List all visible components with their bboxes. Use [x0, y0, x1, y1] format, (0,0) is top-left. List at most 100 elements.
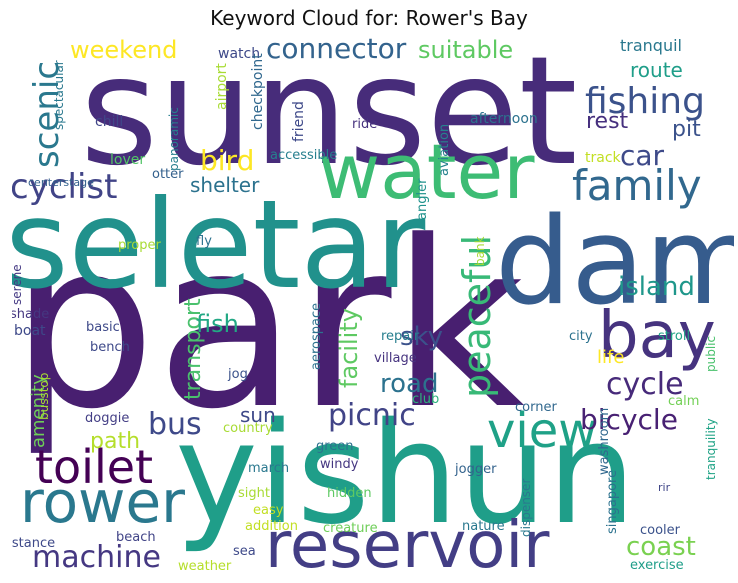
keyword-march: march: [248, 461, 289, 476]
keyword-cooler: cooler: [640, 523, 681, 538]
keyword-airport: airport: [214, 63, 230, 110]
keyword-weekend: weekend: [70, 37, 177, 64]
keyword-otter: otter: [152, 167, 184, 182]
keyword-beach: beach: [116, 530, 156, 545]
keyword-rir: rir: [658, 481, 671, 494]
keyword-city: city: [569, 329, 593, 344]
keyword-sky: sky: [400, 322, 443, 352]
keyword-sight: sight: [238, 486, 270, 501]
keyword-reservoir: reservoir: [265, 509, 550, 577]
keyword-creature: creature: [323, 521, 378, 536]
keyword-rest: rest: [586, 109, 629, 134]
keyword-fly: fly: [196, 234, 212, 249]
keyword-centerstage: centerstage: [28, 176, 94, 189]
keyword-basic: basic: [86, 320, 120, 335]
keyword-addition: addition: [245, 519, 298, 534]
page-title: Keyword Cloud for: Rower's Bay: [210, 6, 528, 30]
keyword-aerospace: aerospace: [309, 303, 324, 370]
keyword-life: life: [597, 347, 624, 368]
keyword-bicycle: bicycle: [580, 403, 678, 436]
keyword-family: family: [572, 161, 702, 210]
keyword-toilet: toilet: [35, 440, 153, 494]
keyword-serene: serene: [12, 264, 24, 305]
keyword-windy: windy: [320, 457, 359, 472]
keyword-coast: coast: [626, 532, 696, 562]
keyword-nature: nature: [462, 519, 505, 534]
keyword-rower: rower: [20, 468, 185, 536]
keyword-washroom: washroom: [597, 408, 612, 475]
keyword-sea: sea: [233, 544, 256, 559]
keyword-jog: jog: [227, 367, 248, 382]
keyword-pit: pit: [672, 117, 701, 142]
keyword-bench: bench: [90, 340, 130, 355]
keyword-stroll: stroll: [658, 329, 690, 344]
keyword-bus: bus: [148, 407, 202, 442]
keyword-park: park: [12, 193, 525, 460]
keyword-shade: shade: [12, 307, 49, 322]
keyword-public: public: [704, 336, 718, 372]
keyword-dam: dam: [495, 193, 734, 332]
keyword-picnic: picnic: [328, 398, 416, 433]
keyword-connector: connector: [266, 37, 407, 65]
keyword-repair: repair: [381, 329, 420, 344]
keyword-fish: fish: [196, 310, 239, 338]
keyword-tranquil: tranquil: [620, 37, 682, 55]
keyword-country: country: [223, 421, 273, 436]
keyword-checkpoint: checkpoint: [250, 53, 266, 130]
keyword-jogger: jogger: [454, 462, 497, 477]
keyword-island: island: [618, 272, 695, 302]
keyword-bay: bay: [598, 299, 716, 373]
keyword-car: car: [620, 139, 665, 172]
keyword-spectacular: spectacular: [52, 60, 66, 130]
keyword-afternoon: afternoon: [470, 111, 538, 127]
keyword-road: road: [380, 369, 438, 399]
keyword-village: village: [374, 351, 417, 366]
keyword-path: path: [90, 429, 140, 454]
keyword-ride: ride: [352, 117, 377, 132]
keyword-corner: corner: [515, 400, 557, 415]
keyword-peaceful: peaceful: [455, 235, 499, 398]
keyword-cycle: cycle: [606, 367, 684, 402]
keyword-scenic: scenic: [27, 61, 67, 168]
word-cloud: park sunset seletar yishun dam water reservoir…: [12, 37, 734, 577]
keyword-lover: lover: [110, 152, 145, 168]
keyword-panoramic: panoramic: [167, 107, 181, 171]
keyword-sun: sun: [240, 403, 276, 427]
keyword-bank: bank: [473, 236, 487, 266]
keyword-yishun: yishun: [175, 393, 636, 556]
keyword-seletar: seletar: [12, 174, 426, 316]
keyword-watch: watch: [218, 46, 260, 62]
keyword-machine: machine: [32, 540, 161, 575]
keyword-suitable: suitable: [418, 37, 513, 64]
keyword-fishing: fishing: [585, 81, 705, 122]
keyword-easy: easy: [253, 503, 284, 518]
keyword-dispenser: dispenser: [519, 479, 533, 537]
keyword-view: view: [487, 403, 598, 459]
keyword-aviation: aviation: [437, 124, 452, 176]
keyword-facility: facility: [335, 308, 363, 388]
keyword-transport: transport: [181, 298, 206, 400]
keyword-proper: proper: [118, 238, 162, 253]
keyword-route: route: [630, 58, 683, 82]
keyword-chill: chill: [95, 114, 123, 130]
keyword-boat: boat: [14, 323, 46, 339]
keyword-sunset: sunset: [80, 37, 578, 199]
keyword-busstop: busstop: [37, 373, 51, 420]
keyword-exercise: exercise: [630, 558, 684, 573]
keyword-friend: friend: [291, 101, 307, 142]
keyword-accessible: accessible: [270, 148, 337, 163]
keyword-tranquility: tranquility: [704, 418, 718, 480]
keyword-bird: bird: [200, 144, 254, 177]
keyword-hidden: hidden: [327, 486, 372, 501]
keyword-water: water: [318, 127, 535, 216]
keyword-green: green: [316, 439, 354, 454]
keyword-distance: distance: [12, 536, 55, 551]
keyword-shelter: shelter: [190, 173, 260, 197]
keyword-singapore: singapore: [605, 470, 620, 534]
keyword-calm: calm: [668, 394, 699, 409]
keyword-amenity: amenity: [28, 374, 49, 448]
keyword-track: track: [585, 150, 622, 166]
keyword-doggie: doggie: [85, 411, 129, 426]
keyword-weather: weather: [178, 559, 232, 574]
